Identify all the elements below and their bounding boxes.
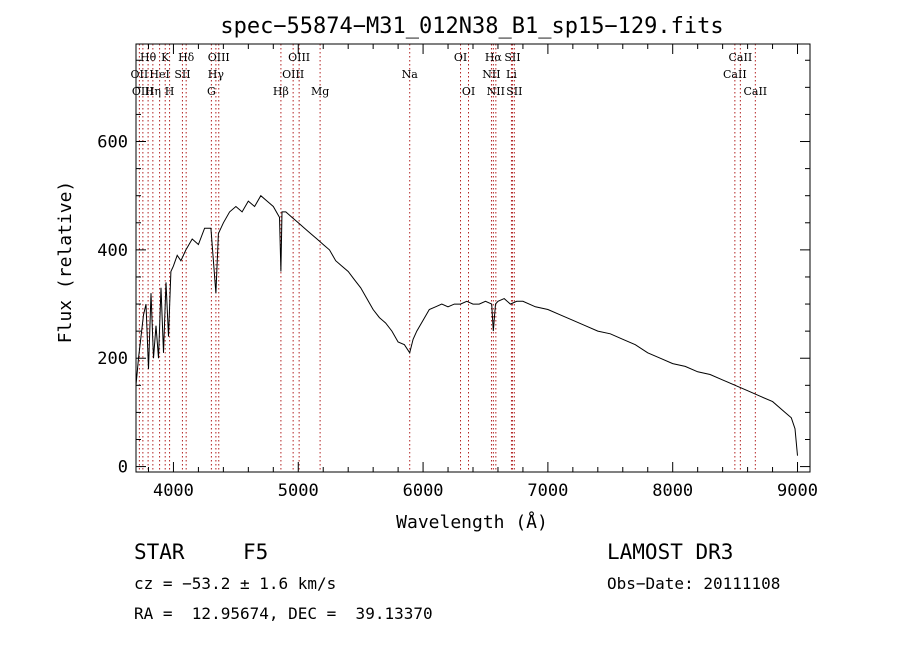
emission-line-labels: Hθ Hη OII OIII K HeI H Hδ SII OIII Hγ G OIII OIII Hβ Mg…	[131, 51, 768, 98]
y-tick-label: 200	[97, 349, 128, 369]
line-label: OIII	[208, 51, 230, 64]
line-label: OI	[454, 51, 467, 64]
survey-name: LAMOST DR3	[607, 540, 734, 564]
emission-line-markers	[138, 44, 756, 472]
line-label: Na	[402, 68, 419, 81]
observation-date: Obs−Date: 20111108	[607, 574, 781, 593]
line-label: Mg	[311, 85, 329, 98]
x-axis: 4000 5000 6000 7000 8000 9000	[147, 44, 818, 501]
y-axis: 0 200 400 600	[97, 59, 810, 478]
line-label: NII	[487, 85, 505, 98]
y-axis-label: Flux (relative)	[55, 181, 76, 344]
line-label: H	[165, 85, 175, 98]
line-label: OIII	[282, 68, 304, 81]
line-label: OI	[462, 85, 475, 98]
line-label: Hη	[145, 85, 161, 98]
line-label: CaII	[723, 68, 747, 81]
line-label: CaII	[743, 85, 767, 98]
line-label: HeI	[149, 68, 169, 81]
x-tick-label: 7000	[527, 481, 568, 501]
line-label: Hα	[485, 51, 503, 64]
y-tick-label: 600	[97, 133, 128, 153]
line-label: Hδ	[178, 51, 195, 64]
x-tick-label: 6000	[403, 481, 444, 501]
line-label: SII	[174, 68, 190, 81]
coordinates: RA = 12.95674, DEC = 39.13370	[134, 604, 433, 623]
line-label: Hγ	[208, 68, 225, 81]
line-label: CaII	[729, 51, 753, 64]
plot-frame	[135, 43, 811, 473]
line-label: NII	[482, 68, 500, 81]
line-label: OIII	[288, 51, 310, 64]
line-label: SII	[504, 51, 520, 64]
redshift-velocity: cz = −53.2 ± 1.6 km/s	[134, 574, 337, 593]
spectrum-line	[135, 194, 798, 456]
object-subclass: F5	[243, 540, 269, 564]
y-tick-label: 400	[97, 241, 128, 261]
line-label: Li	[506, 68, 517, 81]
y-tick-label: 0	[118, 458, 128, 478]
x-tick-label: 8000	[652, 481, 693, 501]
line-label: OII	[131, 68, 149, 81]
line-label: SII	[506, 85, 522, 98]
line-label: G	[207, 85, 216, 98]
chart-title: spec−55874−M31_012N38_B1_sp15−129.fits	[220, 14, 723, 39]
line-label: Hβ	[273, 85, 289, 98]
x-tick-label: 5000	[278, 481, 319, 501]
line-label: Hθ	[140, 51, 157, 64]
x-tick-label: 4000	[153, 481, 194, 501]
object-class: STAR	[134, 540, 185, 564]
x-axis-label: Wavelength (Å)	[396, 511, 548, 533]
line-label: OIII	[132, 85, 154, 98]
x-tick-label: 9000	[777, 481, 818, 501]
line-label: K	[161, 51, 170, 64]
